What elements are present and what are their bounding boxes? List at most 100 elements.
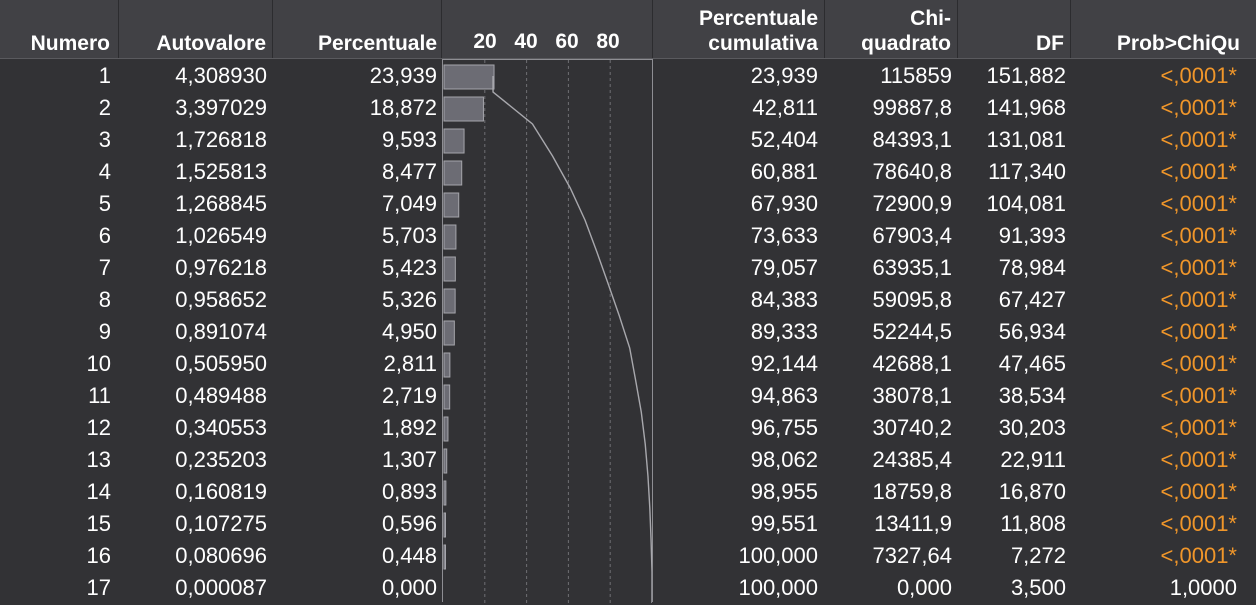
autovalore-cell: 1,726818	[175, 127, 267, 152]
chi-quadrato-cell: 63935,1	[872, 255, 952, 280]
header-perc-cum-line1: Percentuale	[698, 7, 818, 30]
scree-plot	[442, 59, 653, 603]
prob-cell: 1,0000	[1169, 575, 1237, 600]
cumulativa-cell: 52,404	[750, 127, 818, 152]
chi-quadrato-cell: 30740,2	[872, 415, 952, 440]
chi-quadrato-cell: 0,000	[896, 575, 952, 600]
row-number: 15	[86, 511, 111, 536]
row-number: 17	[86, 575, 111, 600]
header-numero[interactable]: Numero	[0, 0, 119, 58]
cumulativa-cell: 42,811	[752, 95, 818, 120]
table-row[interactable]: 1 4,308930 23,939 23,939 115859 151,882 <,0001…	[0, 59, 1256, 91]
table-row[interactable]: 12 0,340553 1,892 96,755 30740,2 30,203 <,0001…	[0, 411, 1256, 443]
row-number: 10	[86, 351, 111, 376]
df-cell: 11,808	[1000, 511, 1066, 536]
df-cell: 91,393	[998, 223, 1066, 248]
table-row[interactable]: 3 1,726818 9,593 52,404 84393,1 131,081 <,0001…	[0, 123, 1256, 155]
autovalore-cell: 0,958652	[175, 287, 267, 312]
header-chi-quadrato[interactable]: Chi- quadrato	[825, 0, 958, 58]
autovalore-cell: 0,000087	[175, 575, 267, 600]
percentuale-cell: 4,950	[381, 319, 437, 344]
header-df[interactable]: DF	[958, 0, 1071, 58]
percentuale-cell: 0,596	[381, 511, 437, 536]
autovalore-cell: 1,268845	[175, 191, 267, 216]
percentuale-cell: 0,000	[381, 575, 437, 600]
row-number: 13	[86, 447, 111, 472]
percent-bar	[443, 480, 447, 506]
table-row[interactable]: 7 0,976218 5,423 79,057 63935,1 78,984 <,0001*	[0, 251, 1256, 283]
percentuale-cell: 7,049	[381, 191, 437, 216]
percentuale-cell: 5,423	[381, 255, 437, 280]
percent-bar	[443, 256, 456, 282]
df-cell: 141,968	[986, 95, 1066, 120]
percent-bar	[443, 544, 446, 570]
header-prob-label: Prob>ChiQu	[1116, 32, 1240, 55]
autovalore-cell: 1,026549	[175, 223, 267, 248]
autovalore-cell: 3,397029	[175, 95, 267, 120]
row-number: 16	[86, 543, 111, 568]
percentuale-cell: 18,872	[369, 95, 437, 120]
header-numero-label: Numero	[30, 32, 110, 55]
header-autovalore-label: Autovalore	[156, 32, 266, 55]
table-row[interactable]: 10 0,505950 2,811 92,144 42688,1 47,465 <,0001…	[0, 347, 1256, 379]
prob-cell: <,0001*	[1160, 543, 1237, 568]
percent-bar	[443, 352, 451, 378]
row-number: 6	[98, 223, 111, 248]
cumulativa-cell: 98,955	[750, 479, 818, 504]
prob-cell: <,0001*	[1160, 351, 1237, 376]
percent-bar	[443, 288, 456, 314]
header-chi-line2: quadrato	[861, 32, 951, 55]
percentuale-cell: 8,477	[381, 159, 437, 184]
cumulativa-cell: 84,383	[750, 287, 818, 312]
prob-cell: <,0001*	[1160, 63, 1237, 88]
header-chi-line1: Chi-	[910, 7, 951, 30]
header-percentuale[interactable]: Percentuale	[273, 0, 442, 58]
header-percentuale-cumulativa[interactable]: Percentuale cumulativa	[653, 0, 825, 58]
chi-quadrato-cell: 99887,8	[872, 95, 952, 120]
table-row[interactable]: 17 0,000087 0,000 100,000 0,000 3,500 1,0000	[0, 571, 1256, 603]
percent-bar	[443, 128, 465, 154]
table-row[interactable]: 16 0,080696 0,448 100,000 7327,64 7,272 <,0001…	[0, 539, 1256, 571]
prob-cell: <,0001*	[1160, 287, 1237, 312]
percent-bar	[443, 224, 457, 250]
table-row[interactable]: 14 0,160819 0,893 98,955 18759,8 16,870 <,0001…	[0, 475, 1256, 507]
table-row[interactable]: 8 0,958652 5,326 84,383 59095,8 67,427 <,0001*	[0, 283, 1256, 315]
header-chart	[442, 0, 653, 58]
table-row[interactable]: 11 0,489488 2,719 94,863 38078,1 38,534 <,0001…	[0, 379, 1256, 411]
table-row[interactable]: 13 0,235203 1,307 98,062 24385,4 22,911 <,0001…	[0, 443, 1256, 475]
table-row[interactable]: 2 3,397029 18,872 42,811 99887,8 141,968 <,000…	[0, 91, 1256, 123]
cumulativa-cell: 98,062	[750, 447, 818, 472]
prob-cell: <,0001*	[1160, 479, 1237, 504]
row-number: 5	[98, 191, 111, 216]
cumulativa-cell: 23,939	[750, 63, 818, 88]
percent-bar	[443, 512, 446, 538]
autovalore-cell: 0,080696	[175, 543, 267, 568]
percent-bar	[443, 320, 455, 346]
df-cell: 22,911	[1000, 447, 1066, 472]
header-prob[interactable]: Prob>ChiQu	[1071, 0, 1256, 58]
cumulativa-cell: 96,755	[750, 415, 818, 440]
tick-label: 40	[514, 30, 538, 53]
chi-quadrato-cell: 13411,9	[874, 511, 952, 536]
row-number: 8	[98, 287, 111, 312]
cumulativa-cell: 73,633	[750, 223, 818, 248]
table-row[interactable]: 5 1,268845 7,049 67,930 72900,9 104,081 <,0001…	[0, 187, 1256, 219]
tick-label: 80	[596, 30, 620, 53]
chi-quadrato-cell: 7327,64	[872, 543, 952, 568]
row-number: 14	[86, 479, 111, 504]
percent-bar	[443, 160, 463, 186]
table-row[interactable]: 4 1,525813 8,477 60,881 78640,8 117,340 <,0001…	[0, 155, 1256, 187]
table-row[interactable]: 9 0,891074 4,950 89,333 52244,5 56,934 <,0001*	[0, 315, 1256, 347]
header-percentuale-label: Percentuale	[317, 32, 437, 55]
table-row[interactable]: 6 1,026549 5,703 73,633 67903,4 91,393 <,0001*	[0, 219, 1256, 251]
prob-cell: <,0001*	[1160, 383, 1237, 408]
header-perc-cum-line2: cumulativa	[708, 32, 818, 55]
prob-cell: <,0001*	[1160, 223, 1237, 248]
cumulativa-cell: 92,144	[750, 351, 818, 376]
percentuale-cell: 2,811	[383, 351, 437, 376]
percent-bar	[443, 192, 460, 218]
autovalore-cell: 0,160819	[175, 479, 267, 504]
df-cell: 16,870	[998, 479, 1066, 504]
table-row[interactable]: 15 0,107275 0,596 99,551 13411,9 11,808 <,0001…	[0, 507, 1256, 539]
header-autovalore[interactable]: Autovalore	[119, 0, 273, 58]
